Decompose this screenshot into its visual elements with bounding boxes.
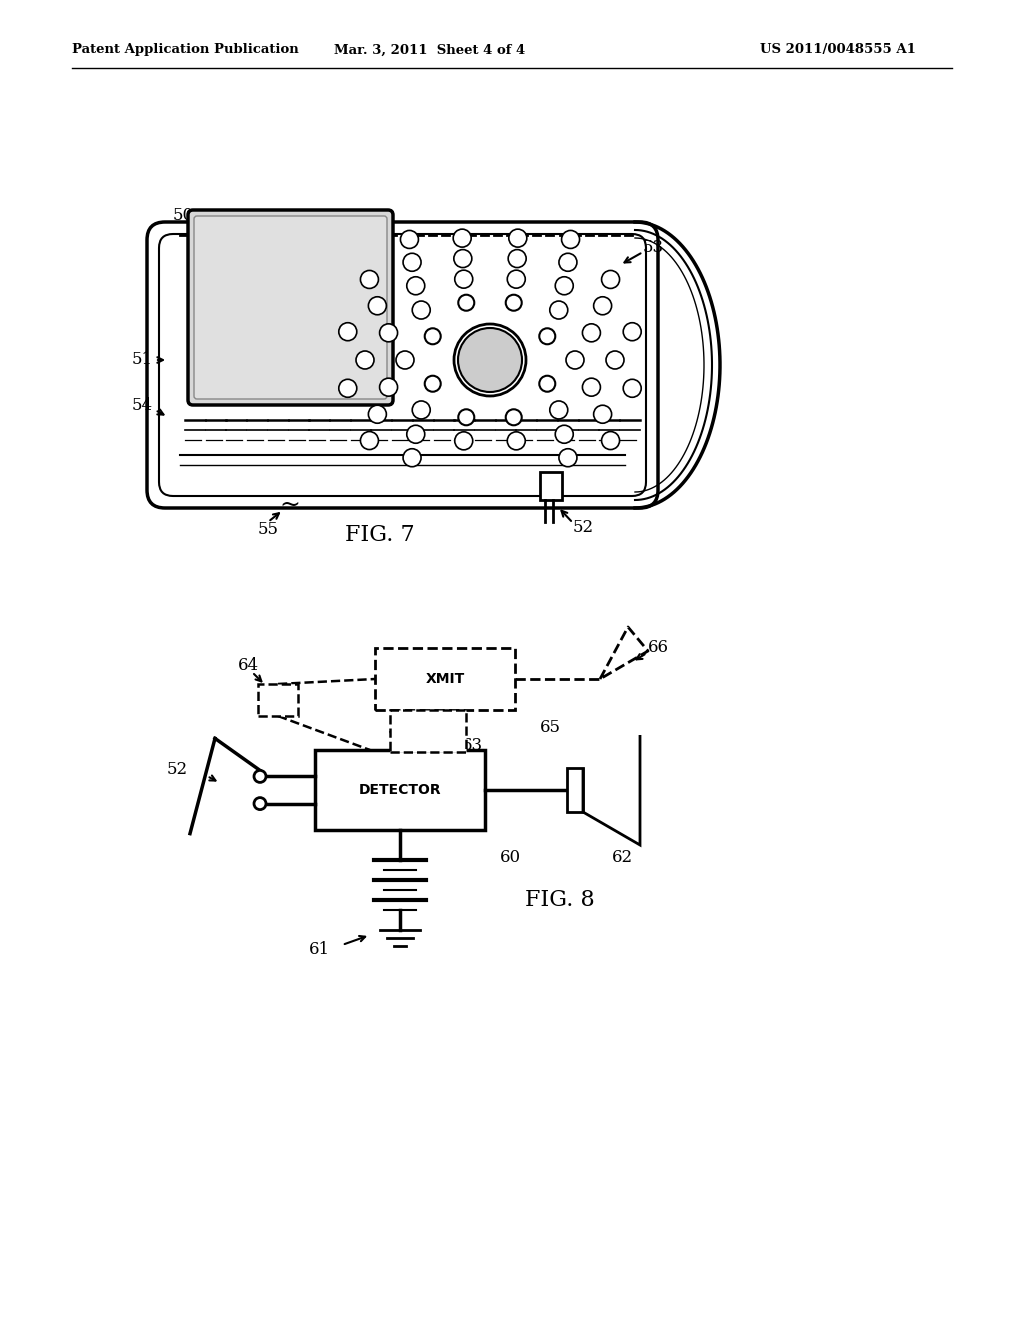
Bar <box>540 473 562 500</box>
Text: 62: 62 <box>612 849 633 866</box>
Circle shape <box>413 401 430 418</box>
Circle shape <box>561 231 580 248</box>
Circle shape <box>559 253 577 272</box>
Text: ~: ~ <box>280 494 300 516</box>
Circle shape <box>506 409 521 425</box>
Circle shape <box>507 271 525 288</box>
Text: 61: 61 <box>309 941 330 958</box>
Circle shape <box>254 771 266 783</box>
Bar <box>390 710 466 752</box>
Circle shape <box>455 271 473 288</box>
Circle shape <box>506 294 521 310</box>
FancyBboxPatch shape <box>188 210 393 405</box>
Circle shape <box>403 449 421 467</box>
Circle shape <box>459 294 474 310</box>
FancyBboxPatch shape <box>147 222 658 508</box>
Text: 52: 52 <box>573 519 594 536</box>
Circle shape <box>594 405 611 424</box>
Text: XMIT: XMIT <box>425 672 465 686</box>
Circle shape <box>425 329 440 345</box>
Circle shape <box>508 249 526 268</box>
Circle shape <box>407 277 425 294</box>
FancyBboxPatch shape <box>194 216 387 399</box>
Circle shape <box>403 253 421 272</box>
Circle shape <box>396 351 414 370</box>
Circle shape <box>594 297 611 314</box>
Circle shape <box>550 301 567 319</box>
Text: 63: 63 <box>462 737 483 754</box>
FancyBboxPatch shape <box>159 234 646 496</box>
Text: 54: 54 <box>132 396 154 413</box>
Circle shape <box>380 323 397 342</box>
Circle shape <box>566 351 584 370</box>
Text: FIG. 7: FIG. 7 <box>345 524 415 546</box>
Text: Mar. 3, 2011  Sheet 4 of 4: Mar. 3, 2011 Sheet 4 of 4 <box>335 44 525 57</box>
Text: DETECTOR: DETECTOR <box>358 783 441 797</box>
Circle shape <box>583 323 600 342</box>
Circle shape <box>509 230 526 247</box>
Circle shape <box>369 297 386 314</box>
Circle shape <box>624 379 641 397</box>
Text: 65: 65 <box>540 719 561 737</box>
Circle shape <box>550 401 567 418</box>
Circle shape <box>356 351 374 370</box>
Text: 60: 60 <box>500 849 521 866</box>
Circle shape <box>507 432 525 450</box>
Circle shape <box>606 351 624 370</box>
Circle shape <box>454 230 471 247</box>
Circle shape <box>454 249 472 268</box>
Bar <box>258 684 298 715</box>
Circle shape <box>583 378 600 396</box>
Circle shape <box>339 322 356 341</box>
Circle shape <box>400 231 419 248</box>
Circle shape <box>555 425 573 444</box>
Circle shape <box>601 271 620 289</box>
Circle shape <box>454 323 526 396</box>
Text: 55: 55 <box>258 521 279 539</box>
Text: US 2011/0048555 A1: US 2011/0048555 A1 <box>760 44 915 57</box>
Circle shape <box>339 379 356 397</box>
Bar <box>315 750 485 830</box>
Text: 51: 51 <box>132 351 154 368</box>
Circle shape <box>458 327 522 392</box>
Circle shape <box>407 425 425 444</box>
Circle shape <box>360 432 379 450</box>
Circle shape <box>540 329 555 345</box>
Bar <box>567 768 583 812</box>
Circle shape <box>540 376 555 392</box>
Circle shape <box>624 322 641 341</box>
Circle shape <box>369 405 386 424</box>
Circle shape <box>601 432 620 450</box>
Circle shape <box>459 409 474 425</box>
Circle shape <box>254 797 266 809</box>
Circle shape <box>425 376 440 392</box>
Circle shape <box>360 271 379 289</box>
Text: 66: 66 <box>648 639 669 656</box>
Circle shape <box>555 277 573 294</box>
Text: FIG. 8: FIG. 8 <box>525 888 595 911</box>
Circle shape <box>380 378 397 396</box>
Bar <box>375 648 515 710</box>
Text: Patent Application Publication: Patent Application Publication <box>72 44 299 57</box>
Circle shape <box>455 432 473 450</box>
Circle shape <box>559 449 577 467</box>
Text: 64: 64 <box>238 656 259 673</box>
Text: 53: 53 <box>643 239 665 256</box>
Text: 52: 52 <box>167 762 188 779</box>
Circle shape <box>413 301 430 319</box>
Text: 50: 50 <box>173 206 195 223</box>
